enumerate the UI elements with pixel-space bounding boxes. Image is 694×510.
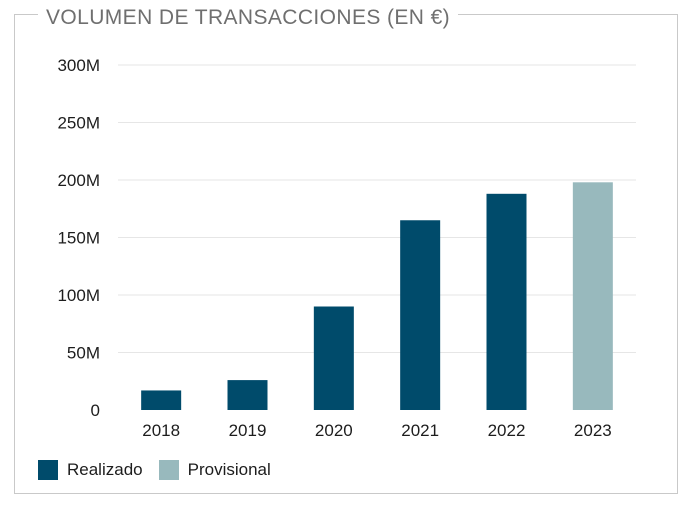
x-tick-label: 2023 — [574, 421, 612, 440]
x-tick-label: 2021 — [401, 421, 439, 440]
legend-label-provisional: Provisional — [187, 460, 271, 479]
legend-label-realizado: Realizado — [67, 460, 143, 479]
gridlines — [118, 64, 636, 353]
y-tick-label: 50M — [67, 344, 100, 363]
y-tick-label: 150M — [57, 229, 100, 248]
x-tick-label: 2022 — [488, 421, 526, 440]
legend-swatch-provisional — [158, 460, 179, 480]
x-axis-ticks: 2018 2019 2020 2021 2022 2023 — [142, 421, 611, 440]
bar-2019 — [227, 380, 268, 410]
legend-item-realizado: Realizado — [38, 460, 143, 480]
bar-2023 — [572, 182, 613, 410]
legend-item-provisional: Provisional — [158, 460, 271, 480]
y-tick-label: 300M — [57, 56, 100, 75]
legend: Realizado Provisional — [38, 460, 287, 480]
legend-swatch-realizado — [38, 460, 58, 480]
bar-2018 — [141, 390, 182, 410]
bar-2020 — [313, 306, 354, 410]
x-tick-label: 2019 — [229, 421, 267, 440]
bars — [141, 182, 613, 410]
y-tick-label: 0 — [91, 401, 100, 420]
x-tick-label: 2018 — [142, 421, 180, 440]
y-axis-ticks: 0 50M 100M 150M 200M 250M 300M — [57, 56, 100, 420]
y-tick-label: 100M — [57, 286, 100, 305]
y-tick-label: 250M — [57, 114, 100, 133]
x-tick-label: 2020 — [315, 421, 353, 440]
y-tick-label: 200M — [57, 171, 100, 190]
bar-2021 — [400, 220, 441, 410]
bar-2022 — [486, 193, 527, 410]
chart-title: VOLUMEN DE TRANSACCIONES (EN €) — [38, 4, 459, 32]
